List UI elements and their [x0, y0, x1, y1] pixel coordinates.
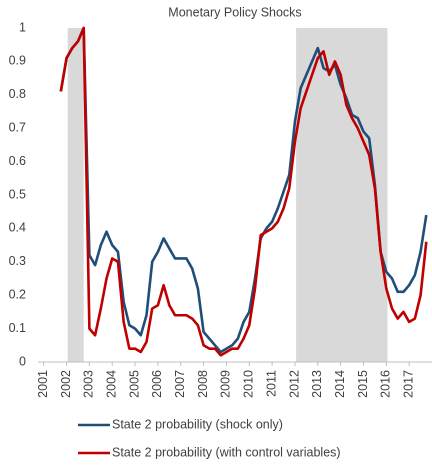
- x-tick-label: 2001: [36, 370, 50, 398]
- x-tick-label: 2004: [105, 370, 119, 398]
- x-tick-label: 2016: [379, 370, 393, 398]
- x-tick-label: 2009: [219, 370, 233, 398]
- y-tick-label: 0.1: [9, 321, 26, 335]
- series-line: [59, 26, 428, 354]
- x-tick-label: 2014: [333, 370, 347, 398]
- x-tick-label: 2006: [150, 370, 164, 398]
- y-tick-label: 0.3: [9, 254, 26, 268]
- x-tick-label: 2010: [242, 370, 256, 398]
- x-tick-label: 2011: [264, 370, 278, 397]
- y-tick-label: 0.7: [9, 120, 26, 134]
- chart-title: Monetary Policy Shocks: [168, 5, 301, 19]
- x-tick-label: 2013: [310, 370, 324, 398]
- y-tick-label: 0: [19, 354, 26, 368]
- y-tick-label: 0.6: [9, 154, 26, 168]
- y-tick-label: 0.2: [9, 287, 26, 301]
- y-tick-label: 0.8: [9, 87, 26, 101]
- y-tick-label: 1: [19, 20, 26, 34]
- x-tick-label: 2007: [173, 370, 187, 398]
- x-tick-label: 2012: [287, 370, 301, 398]
- legend-label: State 2 probability (shock only): [112, 417, 283, 431]
- legend-label: State 2 probability (with control variab…: [112, 445, 341, 459]
- x-tick-label: 2005: [127, 370, 141, 398]
- x-tick-label: 2017: [401, 370, 415, 398]
- x-tick-label: 2015: [356, 370, 370, 398]
- x-tick-label: 2002: [59, 370, 73, 398]
- x-tick-label: 2008: [196, 370, 210, 398]
- x-tick-label: 2003: [82, 370, 96, 398]
- y-tick-label: 0.5: [9, 187, 26, 201]
- series-line: [59, 26, 428, 357]
- y-tick-label: 0.9: [9, 54, 26, 68]
- y-tick-label: 0.4: [9, 221, 26, 235]
- shaded-region: [67, 28, 84, 362]
